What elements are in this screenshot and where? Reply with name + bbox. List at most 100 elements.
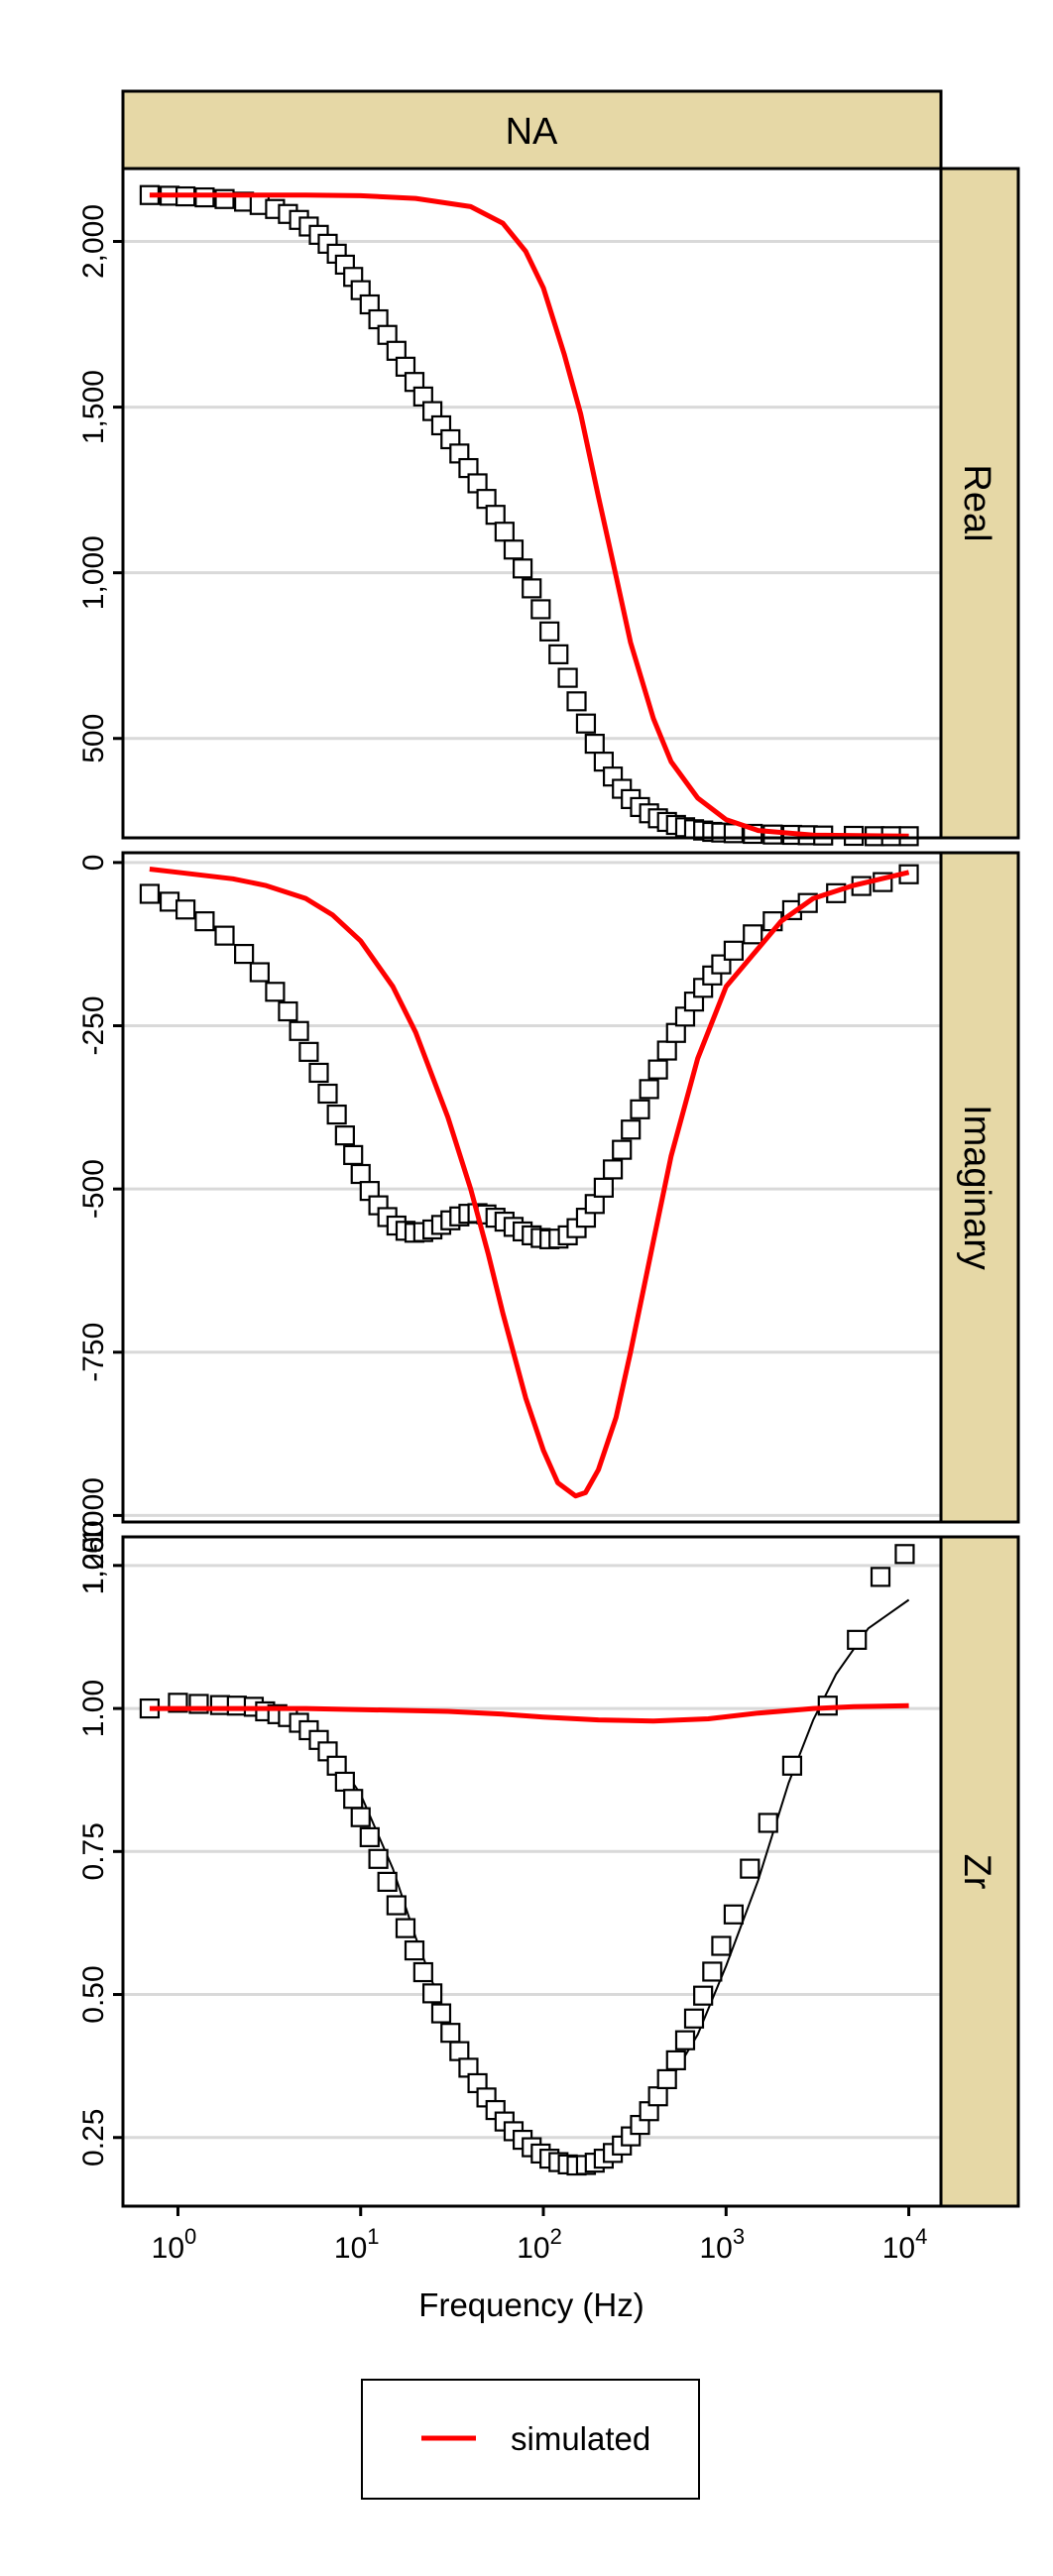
measured-point	[870, 1567, 891, 1587]
measured-point	[847, 1629, 868, 1650]
measured-point	[593, 1177, 614, 1198]
measured-point	[647, 1059, 668, 1080]
y-tick-label: 0.25	[77, 2109, 110, 2166]
measured-point	[430, 2003, 452, 2024]
measured-point	[512, 558, 533, 579]
y-tick-label-overlap: 1,000	[77, 1520, 110, 1594]
measured-point	[621, 1119, 642, 1140]
measured-point	[386, 1895, 407, 1916]
panel-strip	[939, 167, 1020, 840]
measured-point	[265, 982, 286, 1002]
y-tick-label: 1.25	[77, 1537, 110, 1594]
measured-point	[665, 1022, 686, 1043]
measured-point	[317, 1083, 338, 1105]
measured-point	[639, 1079, 659, 1100]
measured-point	[226, 1696, 247, 1716]
measured-point	[449, 2041, 470, 2061]
measured-point	[278, 1000, 298, 1022]
y-tick-label: 0.50	[77, 1965, 110, 2023]
measured-point	[647, 2086, 668, 2107]
plot-background	[123, 169, 941, 838]
measured-point	[740, 1858, 760, 1879]
series-simulated-line	[149, 867, 910, 1499]
measured-point	[194, 911, 215, 932]
x-tick-label: 100	[152, 2224, 197, 2265]
measured-point	[209, 1695, 231, 1715]
measured-point	[308, 1062, 329, 1084]
series-simulated-line	[149, 192, 909, 839]
measured-point	[234, 943, 255, 965]
measured-point	[557, 667, 578, 688]
y-tick-label: 500	[77, 714, 110, 763]
measured-point	[711, 1935, 732, 1956]
measured-point	[343, 1144, 364, 1166]
strip-title: NA	[506, 111, 558, 153]
legend-simulated-label: simulated	[511, 2420, 650, 2457]
y-tick-label: -750	[77, 1323, 110, 1382]
y-tick-label: -250	[77, 995, 110, 1055]
top-strip	[121, 89, 943, 171]
y-tick-label: 1,500	[77, 370, 110, 444]
measured-point	[350, 1807, 371, 1827]
measured-point	[334, 1771, 355, 1793]
legend-box	[361, 2379, 700, 2500]
y-tick-label: -500	[77, 1159, 110, 1219]
y-tick-label: 1.00	[77, 1680, 110, 1737]
measured-point	[683, 2008, 705, 2029]
measured-point	[656, 1040, 677, 1061]
panel-strip-label: Imaginary	[956, 1105, 997, 1270]
measured-point	[522, 578, 542, 599]
panel-real: 500 1,000 1,500 2,000 Real	[77, 167, 1020, 847]
panel-strip-label: Real	[956, 464, 997, 541]
measured-point	[494, 522, 515, 542]
measured-point	[412, 1961, 433, 1983]
measured-point	[298, 1041, 319, 1062]
plot-background	[123, 1537, 941, 2206]
measured-point	[693, 1985, 714, 2006]
x-axis: 100 101 102 103 104	[152, 2206, 928, 2265]
measured-point	[723, 940, 745, 961]
panel-strip-label: Zr	[956, 1854, 997, 1890]
y-tick-label: 1,000	[77, 535, 110, 610]
series-simulated-line	[149, 1702, 909, 1724]
measured-point	[359, 1826, 380, 1847]
measured-point	[566, 691, 587, 712]
measured-point	[602, 1159, 624, 1180]
x-axis-title: Frequency (Hz)	[418, 2286, 644, 2323]
panel-imaginary: 0 -250 -500 -750 -1000 Imaginary	[77, 851, 1020, 1554]
measured-point	[539, 621, 560, 642]
measured-point	[781, 1755, 803, 1776]
measured-point	[612, 1139, 633, 1160]
measured-point	[584, 1194, 605, 1215]
measured-point	[743, 924, 763, 945]
measured-point	[343, 1789, 364, 1810]
measured-point	[334, 1125, 355, 1146]
measured-point	[404, 1940, 425, 1961]
measured-point	[440, 2023, 461, 2044]
measured-point	[395, 1918, 416, 1938]
measured-point	[665, 2049, 686, 2070]
y-tick-label: -1000	[77, 1477, 110, 1554]
legend: simulated	[361, 2379, 700, 2500]
measured-point	[289, 1020, 309, 1041]
measured-point	[368, 1848, 389, 1869]
measured-point	[630, 1099, 650, 1119]
measured-point	[214, 925, 235, 946]
measured-point	[485, 505, 506, 526]
panel-zr: 0.25 0.50 0.75 1.00 1.251,000 Zr	[77, 1520, 1020, 2208]
measured-point	[575, 713, 597, 734]
panel-strip	[939, 1535, 1020, 2208]
measured-point	[503, 539, 525, 560]
x-tick-label: 104	[882, 2224, 928, 2265]
measured-point	[350, 1163, 371, 1185]
panel-strip	[939, 851, 1020, 1524]
measured-point	[377, 1871, 398, 1892]
measured-point	[584, 733, 605, 755]
y-tick-label: 2,000	[77, 204, 110, 279]
x-tick-label: 101	[334, 2224, 380, 2265]
y-tick-label: 0	[77, 855, 110, 872]
measured-point	[758, 1813, 778, 1833]
measured-point	[723, 1904, 745, 1925]
measured-point	[548, 644, 569, 664]
